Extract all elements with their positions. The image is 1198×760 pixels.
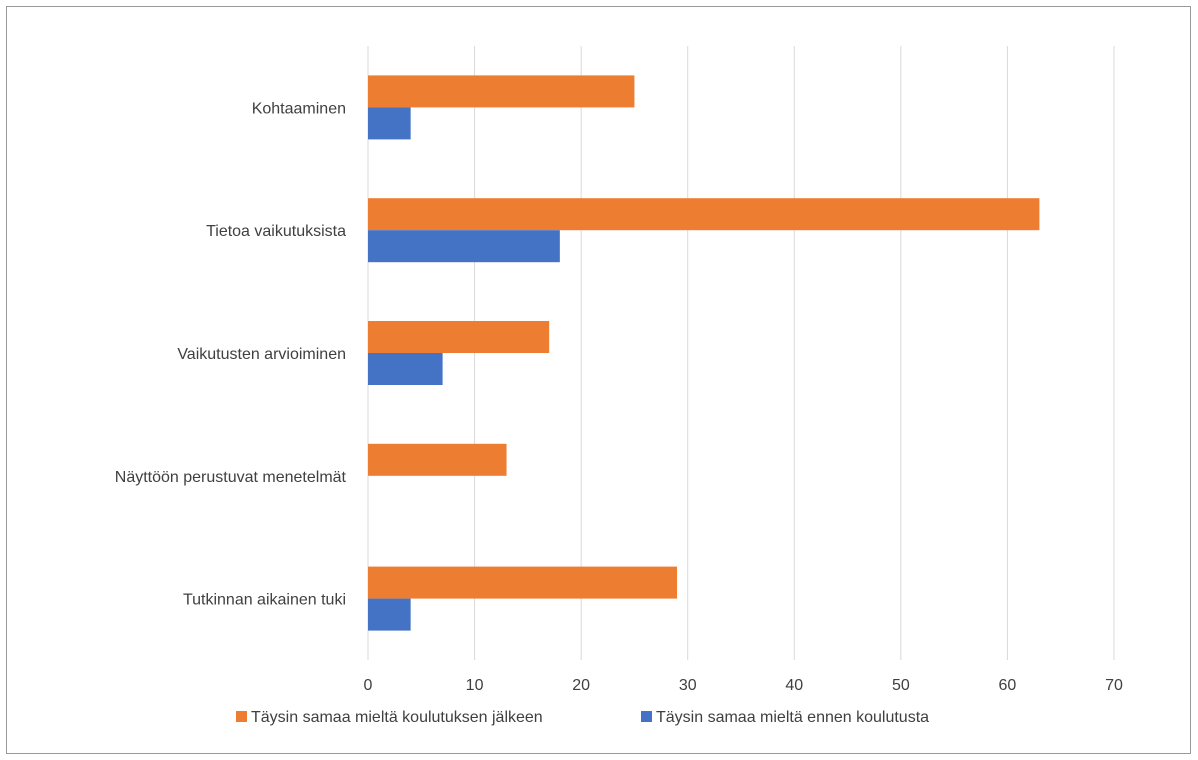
grid-layer: [367, 46, 1115, 660]
bar-before-1: [368, 230, 560, 263]
legend-swatch: [641, 711, 652, 722]
legend-label: Täysin samaa mieltä koulutuksen jälkeen: [251, 709, 543, 726]
bar-after-3: [368, 443, 507, 476]
category-label: Tutkinnan aikainen tuki: [183, 592, 346, 609]
category-labels: Kohtaaminen Tietoa vaikutuksista Vaikutust…: [115, 100, 347, 608]
legend-swatch: [236, 711, 247, 722]
category-label: Tietoa vaikutuksista: [206, 223, 346, 240]
x-tick-label: 30: [679, 677, 697, 694]
legend-label: Täysin samaa mieltä ennen koulutusta: [656, 709, 929, 726]
bar-after-4: [368, 566, 678, 599]
category-label: Näyttöön perustuvat menetelmät: [115, 469, 347, 486]
bar-before-0: [368, 107, 411, 140]
bar-before-2: [368, 353, 443, 385]
x-tick-label: 20: [572, 677, 590, 694]
bar-after-2: [368, 321, 550, 353]
bar-after-1: [368, 198, 1040, 231]
x-tick-label: 0: [364, 677, 373, 694]
bar-before-4: [368, 598, 411, 631]
x-tick-label: 70: [1105, 677, 1123, 694]
bar-after-0: [368, 75, 635, 108]
x-tick-label: 10: [466, 677, 484, 694]
chart-frame: [6, 6, 1191, 754]
category-label: Vaikutusten arvioiminen: [177, 346, 346, 363]
bar-layer: [368, 75, 1040, 631]
category-label: Kohtaaminen: [252, 100, 346, 117]
x-tick-label: 50: [892, 677, 910, 694]
x-tick-label: 40: [785, 677, 803, 694]
x-tick-label: 60: [999, 677, 1017, 694]
axis-tick-labels: 0 10 20 30 40 50 60 70: [364, 677, 1123, 694]
legend: Täysin samaa mieltä koulutuksen jälkeen T…: [236, 709, 929, 726]
